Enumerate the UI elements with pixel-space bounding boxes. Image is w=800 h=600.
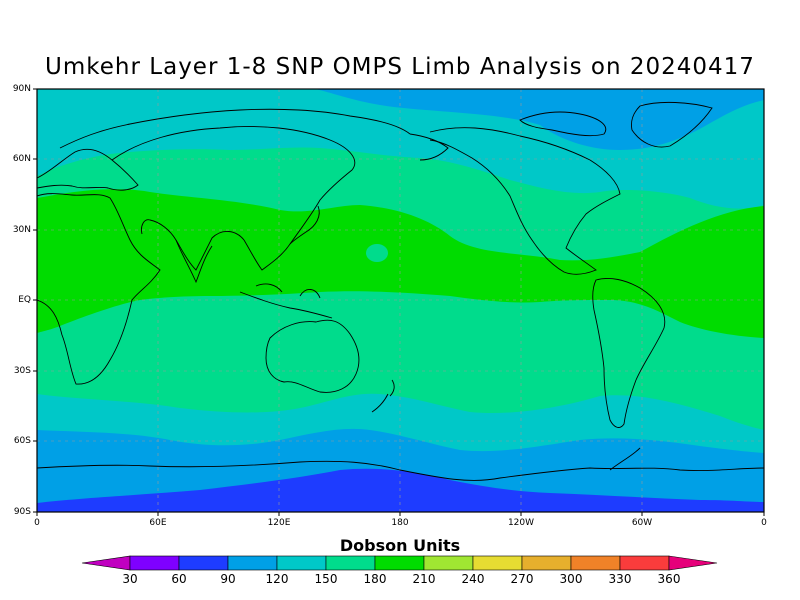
lat-label-30s: 30S [13, 366, 31, 376]
australia-coastline [265, 319, 360, 393]
colorbar-swatch [619, 555, 670, 571]
colorbar-tick-label: 180 [363, 572, 387, 586]
lon-label-60w: 60W [631, 518, 653, 528]
new-zealand-coastline [371, 379, 395, 413]
north-america-coastline [429, 127, 621, 275]
colorbar-swatch [521, 555, 572, 571]
colorbar-tick-label: 60 [171, 572, 187, 586]
colorbar-tick-label: 210 [412, 572, 436, 586]
band-90-120-north [37, 89, 764, 150]
lon-label-0-east: 0 [761, 518, 767, 528]
indonesia-coastline [239, 283, 333, 319]
colorbar-tick-label: 360 [657, 572, 681, 586]
axis-ticks [33, 88, 765, 516]
map-title: Umkehr Layer 1-8 SNP OMPS Limb Analysis … [45, 54, 755, 80]
lat-label-30n: 30N [12, 225, 31, 235]
lon-label-120w: 120W [507, 518, 535, 528]
colorbar-swatch [570, 555, 621, 571]
colorbar-low-arrow [81, 555, 131, 571]
colorbar-tick-label: 270 [510, 572, 534, 586]
lat-label-90n: 90N [12, 84, 31, 94]
alaska-coastline [409, 133, 449, 161]
lat-label-90s: 90S [13, 507, 31, 517]
colorbar-tick-label: 30 [122, 572, 138, 586]
japan-coastline [289, 205, 320, 245]
lat-label-60n: 60N [12, 154, 31, 164]
arctic-islands-coastline [519, 111, 607, 137]
colorbar-swatch [276, 555, 327, 571]
antarctica-coastline [37, 460, 764, 481]
colorbar-title: Dobson Units [339, 536, 461, 555]
colorbar-swatch [423, 555, 474, 571]
lon-label-120e: 120E [267, 518, 291, 528]
antarctic-peninsula-coastline [609, 447, 641, 471]
colorbar-tick-label: 120 [265, 572, 289, 586]
europe-coastline [37, 148, 139, 191]
colorbar-swatch [325, 555, 376, 571]
lon-label-60e: 60E [149, 518, 167, 528]
graticule [37, 89, 764, 512]
south-america-coastline [592, 277, 666, 428]
colorbar-high-arrow [668, 555, 718, 571]
lat-label-60s: 60S [13, 436, 31, 446]
colorbar-swatch [129, 555, 180, 571]
colorbar-tick-label: 90 [220, 572, 236, 586]
colorbar-swatch [374, 555, 425, 571]
band-150-180-patch [366, 244, 388, 262]
colorbar-swatch [472, 555, 523, 571]
colorbar-tick-label: 300 [559, 572, 583, 586]
colorbar [81, 555, 718, 571]
lon-label-180: 180 [391, 518, 409, 528]
africa-coastline [37, 193, 161, 385]
siberia-coastline [59, 108, 411, 149]
colorbar-swatch [227, 555, 278, 571]
lon-label-0-west: 0 [34, 518, 40, 528]
greenland-coastline [631, 101, 713, 148]
india-coastline [175, 239, 213, 284]
band-180-210-tropics [37, 189, 764, 338]
band-60-90-antarctic-core [300, 470, 480, 512]
colorbar-swatch [178, 555, 229, 571]
lat-label-eq: EQ [18, 295, 31, 305]
coastlines [37, 101, 764, 481]
colorbar-tick-label: 240 [461, 572, 485, 586]
colorbar-tick-label: 330 [608, 572, 632, 586]
colorbar-tick-label: 150 [314, 572, 338, 586]
